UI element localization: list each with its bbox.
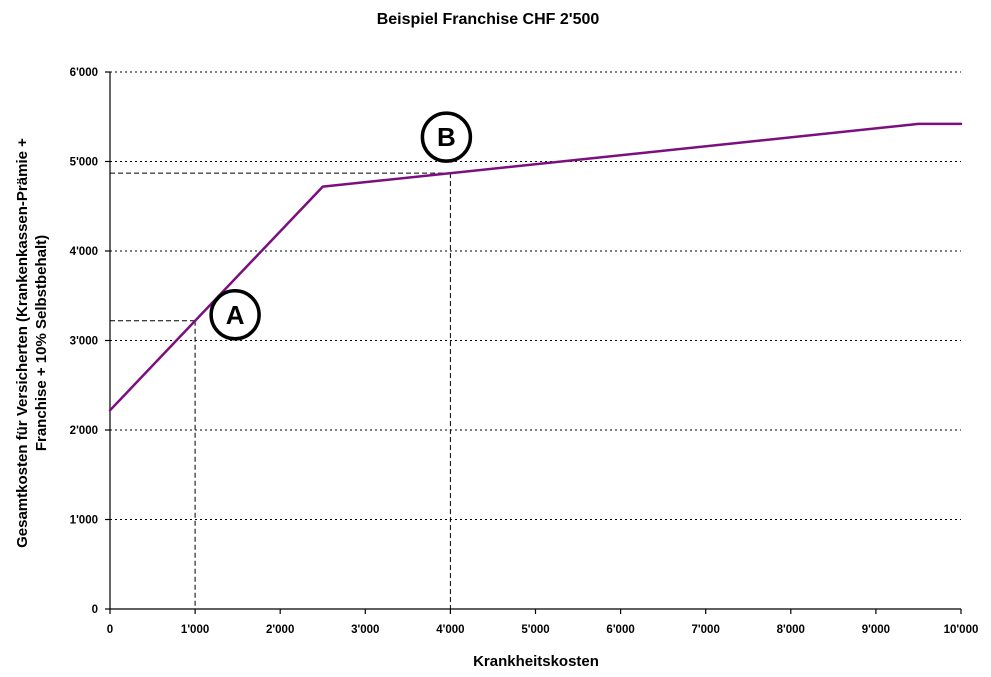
axes (105, 71, 962, 614)
x-tick-label: 7'000 (692, 624, 720, 636)
y-tick-label: 4'000 (70, 246, 98, 258)
x-tick-label: 0 (107, 624, 113, 636)
x-axis-label: Krankheitskosten (473, 653, 599, 670)
marker-a: A (209, 289, 261, 341)
x-tick-label: 2'000 (266, 624, 294, 636)
guide-lines (110, 172, 451, 609)
y-axis-label-line-2: Franchise + 10% Selbstbehalt) (33, 235, 50, 451)
y-tick-label: 2'000 (70, 425, 98, 437)
marker-circle-a (209, 289, 261, 341)
series-line-0 (108, 122, 963, 412)
annotation-markers: AB (209, 111, 473, 341)
chart-title: Beispiel Franchise CHF 2'500 (377, 11, 600, 28)
y-tick-label: 0 (92, 604, 98, 616)
x-tick-label: 6'000 (606, 624, 634, 636)
x-tick-label: 1'000 (181, 624, 209, 636)
y-tick-label: 1'000 (70, 515, 98, 527)
x-tick-label: 5'000 (521, 624, 549, 636)
y-tick-labels: 0 1'000 2'000 3'000 4'000 5'000 6'000 (70, 67, 98, 616)
x-tick-label: 10'000 (944, 624, 979, 636)
marker-label-b: B (437, 122, 456, 152)
x-tick-label: 3'000 (351, 624, 379, 636)
marker-b: B (420, 111, 473, 163)
gridlines (110, 71, 961, 520)
y-axis-label: Gesamtkosten für Versicherten (Krankenka… (14, 138, 50, 548)
x-tick-label: 8'000 (777, 624, 805, 636)
series-layer (108, 122, 963, 412)
x-tick-labels: 0 1'000 2'000 3'000 4'000 5'000 6'000 7'000 8'00… (107, 624, 979, 636)
y-tick-label: 5'000 (70, 157, 98, 169)
marker-circle-b (420, 111, 473, 163)
marker-label-a: A (226, 300, 245, 330)
y-axis-label-line-1: Gesamtkosten für Versicherten (Krankenka… (14, 138, 31, 548)
y-tick-label: 6'000 (70, 67, 98, 79)
y-tick-label: 3'000 (70, 336, 98, 348)
x-tick-label: 9'000 (862, 624, 890, 636)
x-tick-label: 4'000 (436, 624, 464, 636)
